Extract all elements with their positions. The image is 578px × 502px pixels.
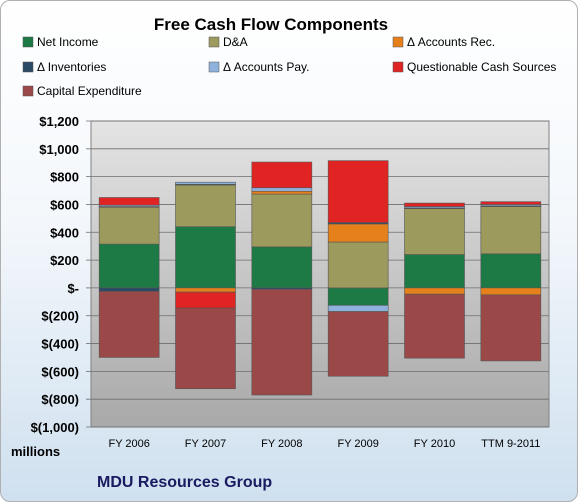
bar-segment-net-income bbox=[98, 243, 160, 289]
gridlines bbox=[86, 120, 549, 428]
bar-segment-accounts-rec bbox=[404, 287, 465, 295]
bars bbox=[98, 160, 542, 396]
y-tick-label: $800 bbox=[50, 170, 79, 185]
y-tick-label: $(800) bbox=[41, 392, 79, 407]
legend-label-d-a: D&A bbox=[223, 35, 248, 49]
y-tick-label: $(400) bbox=[41, 337, 79, 352]
bar-segment-accounts-rec bbox=[251, 190, 313, 195]
bar-segment-accounts-rec bbox=[327, 223, 389, 243]
x-axis-ticks: FY 2006 FY 2007 FY 2008 FY 2009 FY 2010 TTM 9… bbox=[108, 438, 540, 450]
x-tick-label: FY 2006 bbox=[108, 438, 149, 450]
legend-swatch-d-a bbox=[208, 36, 220, 48]
bar-segment-accounts-pay bbox=[327, 304, 389, 312]
y-tick-label: $200 bbox=[50, 253, 79, 268]
legend-swatch-inventories bbox=[22, 61, 34, 73]
bar-segment-d-a bbox=[98, 206, 160, 245]
chart-title: Free Cash Flow Components bbox=[154, 15, 388, 34]
company-name: MDU Resources Group bbox=[97, 474, 272, 491]
bar-segment-d-a bbox=[175, 184, 236, 228]
x-tick-label: FY 2008 bbox=[261, 438, 302, 450]
bar-segment-net-income bbox=[480, 253, 542, 289]
bar-segment-questionable-cash-sources bbox=[480, 201, 542, 205]
bar-segment-d-a bbox=[327, 241, 389, 289]
bar-segment-capital-expenditure bbox=[251, 288, 313, 396]
y-tick-label: $1,000 bbox=[39, 142, 79, 157]
x-tick-label: FY 2010 bbox=[414, 438, 455, 450]
bar-segment-questionable-cash-sources bbox=[251, 161, 313, 189]
legend-swatch-questionable-cash-sources bbox=[392, 61, 404, 73]
bar-segment-inventories bbox=[98, 287, 160, 292]
x-tick-label: TTM 9-2011 bbox=[481, 438, 540, 450]
bar-segment-accounts-rec bbox=[175, 287, 236, 293]
x-tick-label: FY 2007 bbox=[185, 438, 226, 450]
bar-segment-questionable-cash-sources bbox=[327, 160, 389, 223]
legend-swatch-accounts-rec bbox=[392, 36, 404, 48]
bar-segment-capital-expenditure bbox=[98, 291, 160, 358]
bar-segment-d-a bbox=[251, 193, 313, 248]
legend-label-inventories: Δ Inventories bbox=[37, 60, 106, 74]
bar-segment-capital-expenditure bbox=[327, 311, 389, 377]
bar-segment-accounts-pay bbox=[175, 181, 236, 185]
bar-segment-capital-expenditure bbox=[480, 294, 542, 362]
y-axis-ticks: $1,200 $1,000 $800 $600 $400 $200 $- $(200) $(40… bbox=[31, 114, 79, 435]
bar-segment-questionable-cash-sources bbox=[175, 291, 236, 309]
bar-segment-questionable-cash-sources bbox=[404, 202, 465, 207]
bar-segment-capital-expenditure bbox=[404, 293, 465, 359]
bar-segment-capital-expenditure bbox=[175, 307, 236, 390]
legend-swatch-capital-expenditure bbox=[22, 85, 34, 97]
bar-segment-accounts-pay bbox=[251, 187, 313, 192]
legend-swatch-accounts-pay bbox=[208, 61, 220, 73]
bar-segment-d-a bbox=[404, 208, 465, 255]
y-tick-label: $(200) bbox=[41, 309, 79, 324]
legend-label-questionable-cash-sources: Questionable Cash Sources bbox=[407, 60, 556, 74]
legend: Net Income D&A Δ Accounts Rec. Δ Inventorie… bbox=[22, 35, 556, 98]
y-tick-label: $400 bbox=[50, 225, 79, 240]
y-tick-label: $1,200 bbox=[39, 114, 79, 129]
bar-segment-d-a bbox=[480, 206, 542, 255]
y-axis-label: millions bbox=[11, 444, 60, 459]
legend-label-accounts-rec: Δ Accounts Rec. bbox=[407, 35, 495, 49]
bar-segment-accounts-rec bbox=[480, 287, 542, 296]
x-tick-label: FY 2009 bbox=[337, 438, 378, 450]
bar-segment-net-income bbox=[175, 226, 236, 289]
legend-label-accounts-pay: Δ Accounts Pay. bbox=[223, 60, 310, 74]
plot-area bbox=[90, 120, 550, 428]
legend-label-capital-expenditure: Capital Expenditure bbox=[37, 84, 142, 98]
y-tick-label: $(1,000) bbox=[31, 420, 79, 435]
bar-segment-net-income bbox=[404, 254, 465, 289]
y-tick-label: $- bbox=[67, 281, 79, 296]
y-tick-label: $(600) bbox=[41, 364, 79, 379]
bar-segment-net-income bbox=[251, 246, 313, 289]
legend-label-net-income: Net Income bbox=[37, 35, 99, 49]
legend-swatch-net-income bbox=[22, 36, 34, 48]
bar-segment-questionable-cash-sources bbox=[98, 197, 160, 206]
y-tick-label: $600 bbox=[50, 197, 79, 212]
bar-segment-net-income bbox=[327, 287, 389, 306]
